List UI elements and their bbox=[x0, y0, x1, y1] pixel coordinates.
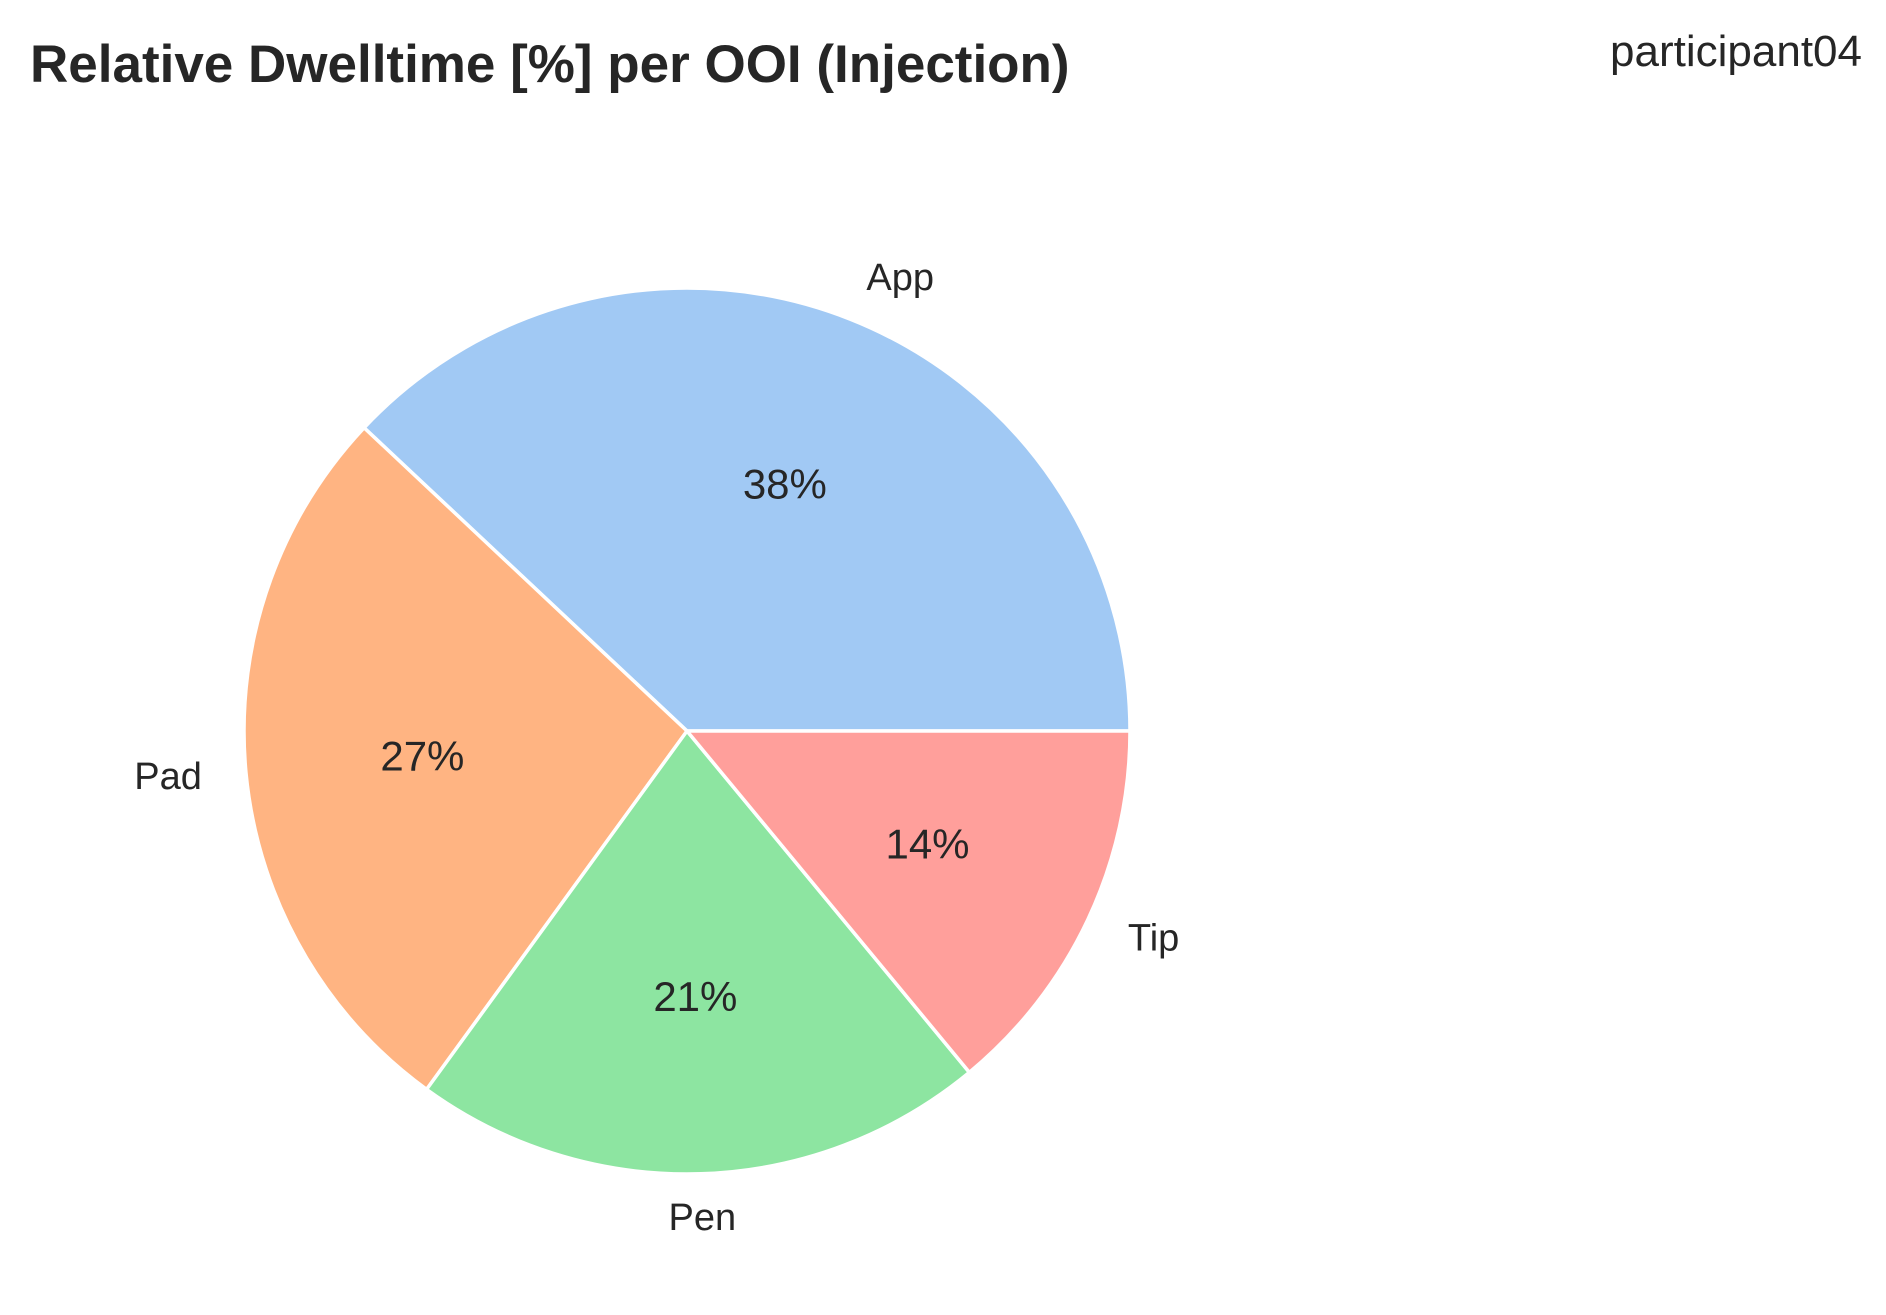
slice-value-tip: 14% bbox=[885, 821, 969, 868]
pie-slice-pen bbox=[424, 729, 972, 1176]
pie-slices bbox=[242, 286, 1132, 1176]
participant-label: participant04 bbox=[1610, 27, 1862, 76]
slice-label-pad: Pad bbox=[134, 756, 202, 798]
slice-value-pen: 21% bbox=[653, 973, 737, 1020]
slice-label-tip: Tip bbox=[1128, 917, 1179, 959]
slice-value-app: 38% bbox=[743, 460, 827, 507]
pie-slice-app bbox=[362, 286, 1132, 733]
pie-slice-tip bbox=[685, 729, 1132, 1075]
chart-title: Relative Dwelltime [%] per OOI (Injectio… bbox=[30, 35, 1070, 94]
slice-value-pad: 27% bbox=[380, 733, 464, 780]
slice-label-pen: Pen bbox=[668, 1197, 736, 1239]
pie-slice-pad bbox=[242, 425, 689, 1092]
slice-label-app: App bbox=[866, 257, 934, 299]
pie-labels: App 38% Pad 27% Pen 21% Tip 14% bbox=[134, 257, 1179, 1239]
